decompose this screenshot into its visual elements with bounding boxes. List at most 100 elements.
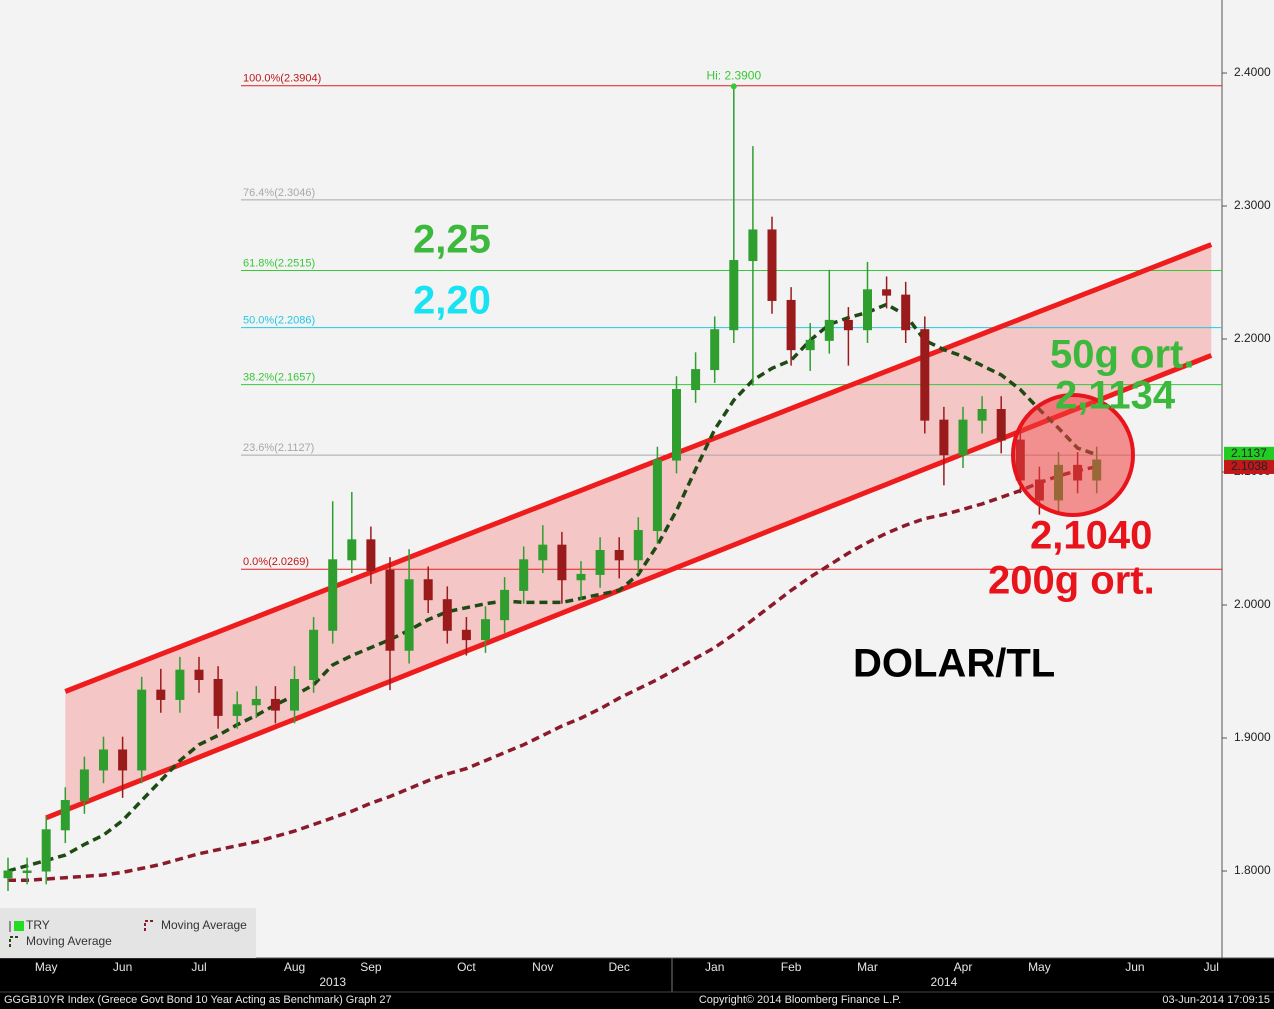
x-tick-label: Apr	[954, 960, 973, 974]
legend-swatch	[14, 921, 24, 931]
candle-body	[461, 629, 471, 641]
level-label: 38.2%(2.1657)	[243, 372, 315, 384]
x-tick-label: Feb	[781, 960, 802, 974]
legend-swatch	[9, 936, 18, 947]
x-tick-label: Nov	[532, 960, 553, 974]
candle-body	[805, 339, 815, 351]
level-label: 100.0%(2.3904)	[243, 73, 321, 85]
candle-body	[672, 389, 681, 461]
channel-upper	[64, 242, 1213, 694]
level-label: 50.0%(2.2086)	[243, 314, 315, 326]
candle-body	[920, 329, 930, 421]
legend-label: Moving Average	[161, 918, 247, 932]
candle-body	[3, 870, 13, 879]
annotation: DOLAR/TL	[853, 642, 1055, 686]
candle-body	[557, 544, 567, 581]
x-tick-label: Aug	[284, 960, 305, 974]
moving-average	[7, 302, 1098, 873]
y-tick-label: 2.4000	[1234, 65, 1271, 79]
candle-body	[213, 678, 223, 716]
price-tag	[1224, 459, 1274, 474]
candle-body	[290, 678, 299, 711]
highlight-circle	[1011, 393, 1135, 517]
candle-body	[404, 579, 414, 651]
candle-body	[423, 579, 433, 601]
x-tick-label: Jul	[191, 960, 206, 974]
level-label: 76.4%(2.3046)	[243, 187, 315, 199]
y-tick-label: 2.2000	[1234, 331, 1271, 345]
candle-body	[863, 289, 872, 331]
candle-body	[996, 409, 1006, 441]
year-label: 2014	[931, 975, 958, 989]
candle-body	[137, 689, 147, 771]
candle-body	[347, 539, 357, 561]
candle-body	[710, 329, 720, 371]
x-tick-label: Sep	[360, 960, 382, 974]
candle-body	[767, 229, 777, 301]
x-tick-label: Jul	[1204, 960, 1219, 974]
candle-body	[270, 698, 280, 711]
candle-body	[79, 769, 89, 802]
high-label: Hi: 2.3900	[706, 68, 761, 82]
candle-body	[481, 619, 490, 641]
levels-layer: 100.0%(2.3904) 76.4%(2.3046) 61.8%(2.2515)…	[241, 73, 1222, 570]
footer-left: GGGB10YR Index (Greece Govt Bond 10 Year…	[4, 994, 392, 1006]
candle-body	[328, 559, 338, 631]
candle-body	[633, 530, 643, 561]
candle-body	[691, 369, 701, 391]
x-tick-label: Oct	[457, 960, 476, 974]
candle-body	[60, 800, 70, 831]
annotation: 2,1134	[1055, 374, 1176, 418]
annotation: 50g ort.	[1050, 333, 1194, 377]
candle-body	[614, 549, 624, 561]
footer-right: 03-Jun-2014 17:09:15	[1162, 994, 1270, 1006]
candle-body	[99, 749, 108, 771]
candle-body	[824, 319, 834, 341]
overlay-layer: Hi: 2.3900 2,25 2,20 50g ort.2,1134 2,104020…	[413, 68, 1194, 685]
candle-body	[843, 319, 853, 331]
footer-center: Copyright© 2014 Bloomberg Finance L.P.	[699, 994, 901, 1006]
axis-background	[0, 958, 1274, 1009]
candle-body	[538, 544, 548, 561]
x-tick-label: May	[1028, 960, 1051, 974]
year-label: 2013	[319, 975, 346, 989]
level-label: 23.6%(2.1127)	[243, 442, 314, 454]
annotation: 2,20	[413, 279, 491, 323]
legend-label: Moving Average	[26, 934, 112, 948]
candle-body	[500, 589, 510, 621]
candle-body	[232, 704, 242, 716]
price-tag	[1224, 446, 1274, 461]
axis-layer: 1.80001.90002.00002.10002.20002.30002.40…	[35, 65, 1274, 989]
x-tick-label: Dec	[609, 960, 630, 974]
legend-label: TRY	[26, 918, 50, 932]
candle-body	[729, 260, 739, 331]
level-label: 0.0%(2.0269)	[243, 556, 309, 568]
high-marker	[730, 83, 737, 90]
candle-body	[786, 299, 796, 351]
annotation: 200g ort.	[988, 559, 1155, 603]
candle-body	[251, 698, 261, 706]
moving-average-layer	[7, 302, 1098, 883]
candle-body	[41, 829, 51, 872]
y-tick-label: 1.9000	[1234, 730, 1271, 744]
x-tick-label: Jun	[1125, 960, 1144, 974]
x-tick-label: Jan	[705, 960, 724, 974]
candle-body	[385, 569, 395, 651]
candle-body	[977, 409, 987, 421]
candle-body	[958, 419, 968, 456]
candle-body	[22, 870, 32, 874]
candle-body	[309, 629, 319, 680]
candle-body	[939, 419, 949, 456]
annotation: 2,1040	[1030, 514, 1152, 558]
x-tick-label: May	[35, 960, 58, 974]
x-tick-label: Jun	[113, 960, 132, 974]
candle-body	[748, 229, 758, 262]
x-tick-label: Mar	[857, 960, 878, 974]
candle-body	[882, 289, 892, 296]
legend-box	[0, 908, 256, 958]
price-tag-label: 2.1038	[1231, 459, 1268, 473]
annotation: 2,25	[413, 218, 491, 262]
candle-body	[652, 459, 662, 532]
price-tag-label: 2.1137	[1231, 446, 1267, 460]
